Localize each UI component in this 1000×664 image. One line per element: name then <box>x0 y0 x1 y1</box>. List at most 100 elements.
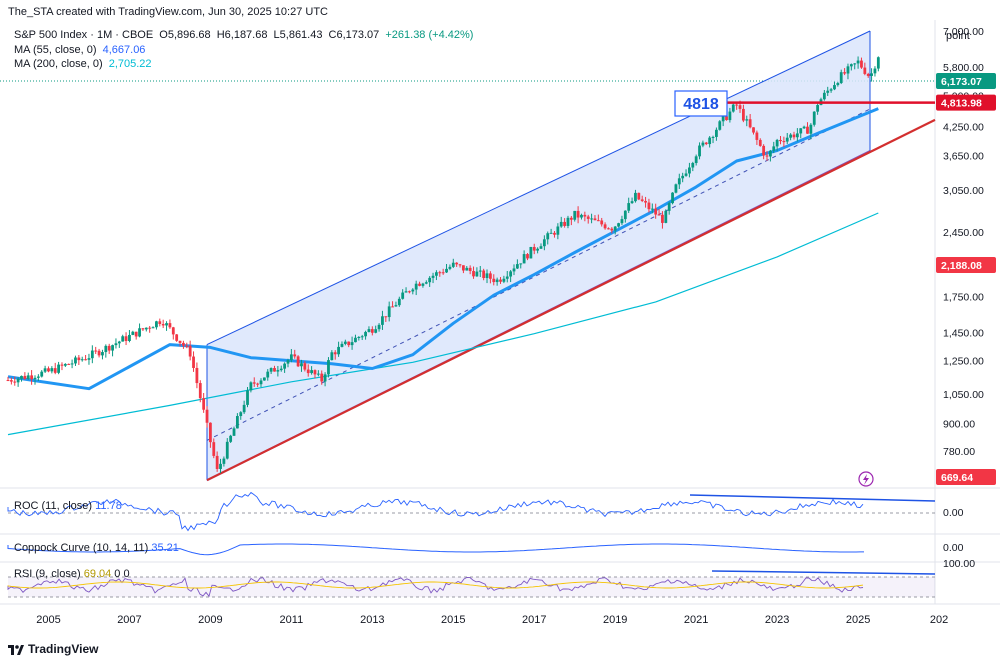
candle-body <box>846 66 850 74</box>
candle-body <box>50 368 54 372</box>
candle-body <box>681 175 685 179</box>
candle-body <box>816 105 820 112</box>
rsi-extra: 0 0 <box>114 568 130 580</box>
candle-body <box>192 356 195 368</box>
candle-body <box>721 116 725 122</box>
candle-body <box>60 364 64 366</box>
candle-body <box>725 116 728 121</box>
ma55-value: 4,667.06 <box>102 44 146 56</box>
candle-body <box>515 264 519 269</box>
candle-body <box>661 214 664 223</box>
candle-body <box>863 67 867 74</box>
roc-divergence-line <box>689 494 936 502</box>
candle-body <box>536 248 540 251</box>
candle-body <box>671 192 674 204</box>
roc-value: 11.78 <box>95 500 122 512</box>
time-tick-label: 2015 <box>441 614 465 626</box>
candle-body <box>553 232 556 235</box>
candle-body <box>650 208 654 210</box>
candle-body <box>691 163 695 168</box>
candle-body <box>367 329 371 332</box>
candle-body <box>475 271 479 277</box>
candle-body <box>276 370 280 372</box>
tradingview-brand[interactable]: TradingView <box>8 642 98 656</box>
candle-body <box>559 221 563 227</box>
scale-unit-button[interactable]: point <box>946 30 970 42</box>
candle-body <box>165 323 168 326</box>
candle-body <box>178 340 182 343</box>
candle-body <box>84 359 87 361</box>
candle-body <box>87 358 91 360</box>
candle-body <box>755 132 759 140</box>
rsi-legend[interactable]: RSI (9, close) 69.04 0 0 <box>14 568 130 580</box>
time-tick-label: 2009 <box>198 614 222 626</box>
candle-body <box>40 371 44 377</box>
candle-body <box>327 360 330 375</box>
candle-body <box>482 270 486 279</box>
price-tick-label: 780.00 <box>943 446 975 458</box>
candle-body <box>266 371 270 378</box>
candle-body <box>799 128 803 134</box>
candle-body <box>387 306 391 318</box>
candle-body <box>792 134 796 138</box>
time-tick-label: 2007 <box>117 614 141 626</box>
symbol-name[interactable]: S&P 500 Index · 1M · CBOE <box>14 29 154 41</box>
candle-body <box>522 254 526 264</box>
candle-body <box>741 108 745 121</box>
candle-body <box>765 155 769 157</box>
candle-body <box>370 329 374 333</box>
candle-body <box>843 72 846 74</box>
candle-body <box>219 463 222 469</box>
candle-body <box>684 173 688 176</box>
ma55-legend[interactable]: MA (55, close, 0) 4,667.06 <box>14 44 145 56</box>
candle-body <box>397 298 401 306</box>
candle-body <box>782 141 786 143</box>
brand-label: TradingView <box>28 642 99 656</box>
candle-body <box>252 382 256 384</box>
candle-body <box>175 334 179 341</box>
candle-body <box>620 219 624 224</box>
candle-body <box>421 283 425 286</box>
channel-midline <box>206 108 871 441</box>
candle-body <box>640 199 644 201</box>
level-badge-bg <box>936 94 996 111</box>
candle-body <box>694 156 698 164</box>
candle-body <box>849 64 853 67</box>
candle-body <box>391 306 394 308</box>
candle-body <box>377 324 381 330</box>
ma200-legend[interactable]: MA (200, close, 0) 2,705.22 <box>14 58 152 70</box>
candle-body <box>117 341 121 344</box>
candle-body <box>833 85 836 90</box>
price-tick-label: 1,750.00 <box>943 291 984 303</box>
candle-body <box>762 145 766 156</box>
alert-lightning-icon <box>858 471 874 487</box>
rsi-value: 69.04 <box>83 568 112 580</box>
candle-body <box>6 380 10 382</box>
candle-body <box>775 139 779 147</box>
candle-body <box>215 455 219 469</box>
coppock-legend[interactable]: Coppock Curve (10, 14, 11) 35.21 <box>14 542 179 554</box>
candle-body <box>644 200 647 203</box>
candle-body <box>698 145 701 157</box>
candle-body <box>128 334 131 341</box>
candle-body <box>657 214 661 216</box>
candle-body <box>748 119 752 128</box>
candle-body <box>752 127 755 133</box>
candle-body <box>802 126 806 129</box>
candle-body <box>856 60 860 64</box>
roc-label: ROC (11, close) <box>14 500 93 512</box>
candle-body <box>90 350 94 359</box>
candle-body <box>300 363 303 367</box>
candle-body <box>462 265 465 271</box>
candle-body <box>205 409 209 423</box>
candle-body <box>229 435 233 442</box>
candle-body <box>316 373 320 375</box>
roc-legend[interactable]: ROC (11, close) 11.78 <box>14 500 122 512</box>
rsi-line <box>7 576 864 598</box>
candle-body <box>306 369 310 374</box>
candle-body <box>613 226 617 231</box>
candle-body <box>168 323 172 328</box>
candle-body <box>340 343 344 347</box>
candle-body <box>526 254 529 259</box>
